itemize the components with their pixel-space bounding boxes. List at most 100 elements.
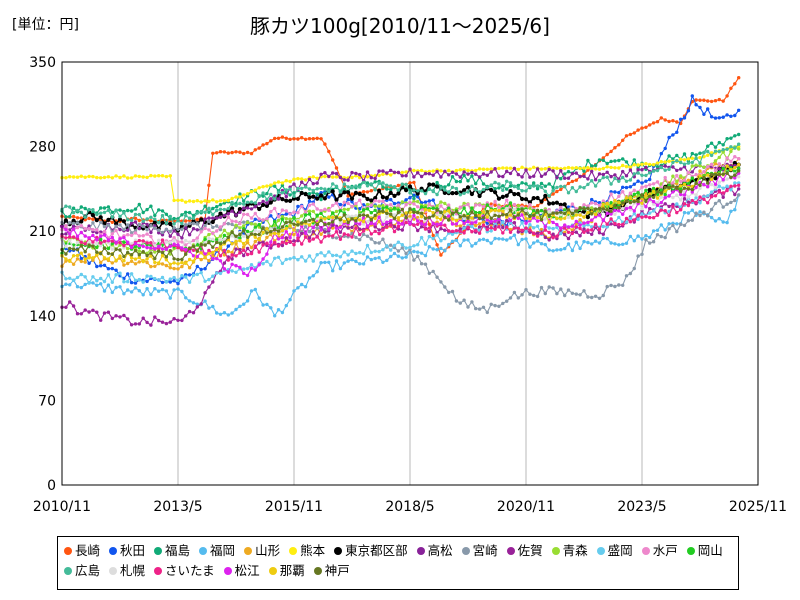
- data-point: [249, 216, 254, 220]
- data-point: [71, 206, 76, 210]
- data-point: [655, 213, 660, 217]
- data-point: [651, 163, 656, 167]
- data-point: [342, 182, 346, 186]
- legend-label: 水戸: [652, 543, 678, 558]
- data-point: [245, 150, 250, 155]
- data-point: [593, 294, 598, 298]
- data-point: [118, 315, 122, 319]
- data-point: [582, 215, 586, 219]
- data-point: [292, 239, 296, 243]
- data-point: [288, 179, 292, 184]
- data-point: [717, 184, 721, 188]
- data-point: [338, 237, 343, 241]
- x-tick-label: 2020/11: [497, 499, 555, 515]
- data-point: [458, 205, 462, 209]
- data-point: [284, 136, 288, 140]
- data-point: [655, 161, 660, 165]
- data-point: [141, 239, 145, 243]
- data-point: [566, 288, 571, 292]
- data-point: [126, 250, 130, 255]
- data-point: [307, 236, 312, 240]
- data-point: [709, 177, 714, 182]
- data-point: [95, 241, 99, 246]
- data-point: [126, 261, 130, 266]
- data-point: [187, 221, 192, 226]
- data-point: [79, 259, 84, 264]
- data-point: [215, 271, 219, 275]
- data-point: [663, 228, 667, 232]
- data-point: [582, 221, 586, 225]
- data-point: [450, 239, 455, 243]
- data-point: [280, 310, 285, 315]
- data-point: [234, 150, 238, 154]
- data-point: [431, 173, 435, 177]
- data-point: [187, 299, 192, 303]
- data-point: [323, 254, 327, 258]
- data-point: [582, 224, 586, 228]
- data-point: [551, 286, 555, 290]
- legend-label: 宮崎: [472, 543, 498, 558]
- data-point: [582, 203, 586, 207]
- data-point: [597, 201, 602, 205]
- data-point: [462, 188, 467, 193]
- legend-label: さいたま: [165, 563, 215, 578]
- data-point: [528, 203, 532, 207]
- data-point: [87, 236, 91, 240]
- data-point: [663, 164, 667, 168]
- data-point: [539, 181, 544, 186]
- data-point: [485, 167, 489, 171]
- data-point: [532, 213, 536, 218]
- data-point: [532, 226, 536, 230]
- data-point: [230, 200, 234, 205]
- data-point: [319, 218, 323, 223]
- data-point: [133, 262, 138, 266]
- data-point: [353, 190, 358, 195]
- data-point: [242, 212, 246, 216]
- data-point: [520, 208, 524, 212]
- data-point: [68, 214, 72, 219]
- data-point: [389, 184, 393, 188]
- data-point: [737, 157, 741, 161]
- data-point: [261, 185, 265, 189]
- data-point: [551, 166, 555, 170]
- data-point: [338, 255, 343, 259]
- data-point: [617, 179, 621, 183]
- data-point: [95, 230, 99, 235]
- data-point: [725, 177, 729, 181]
- data-point: [145, 320, 149, 325]
- data-point: [276, 218, 281, 223]
- data-point: [242, 302, 246, 306]
- data-point: [327, 174, 331, 179]
- data-point: [651, 169, 656, 173]
- data-point: [443, 169, 447, 173]
- data-point: [195, 254, 199, 259]
- data-point: [535, 294, 540, 299]
- data-point: [75, 236, 80, 241]
- data-point: [311, 182, 315, 186]
- data-point: [157, 261, 161, 265]
- data-point: [717, 190, 721, 194]
- data-point: [237, 207, 242, 212]
- data-point: [153, 226, 157, 230]
- x-tick-label: 2010/11: [33, 499, 91, 515]
- data-point: [597, 178, 602, 183]
- data-point: [87, 227, 91, 231]
- data-point: [389, 243, 393, 247]
- data-point: [284, 230, 288, 234]
- data-point: [520, 165, 524, 169]
- data-point: [230, 242, 234, 246]
- data-point: [632, 211, 636, 216]
- data-point: [106, 310, 111, 314]
- data-point: [141, 293, 145, 297]
- data-point: [733, 208, 737, 212]
- data-point: [307, 203, 312, 207]
- data-point: [114, 314, 118, 318]
- data-point: [416, 228, 420, 233]
- data-point: [114, 247, 118, 251]
- data-point: [319, 186, 323, 191]
- data-point: [242, 234, 246, 238]
- data-point: [296, 177, 300, 181]
- data-point: [195, 302, 199, 306]
- data-point: [609, 159, 613, 164]
- data-point: [226, 212, 230, 216]
